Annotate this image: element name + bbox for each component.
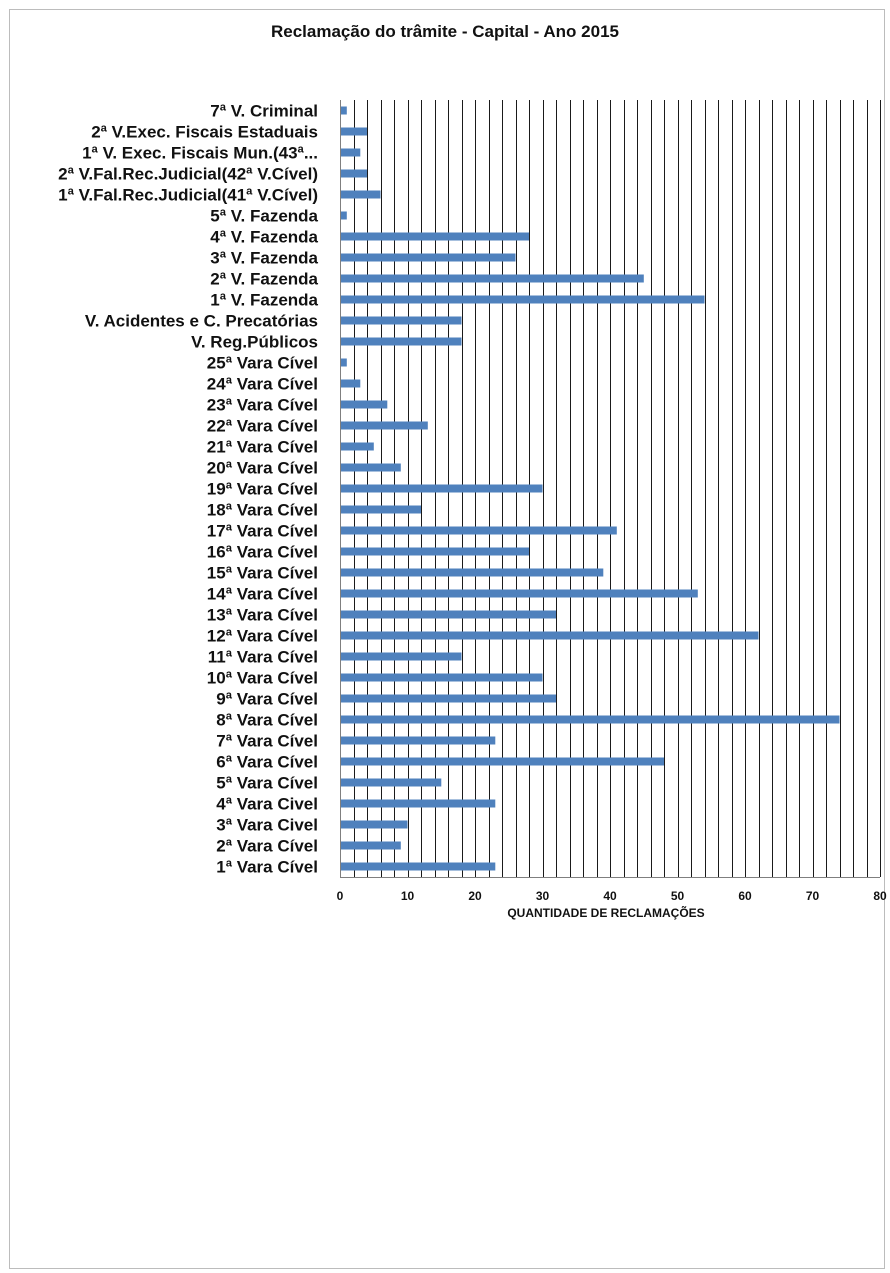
x-tick-label: 80 <box>873 889 887 903</box>
category-label: 6ª Vara Cível <box>216 753 318 772</box>
x-tick-label: 50 <box>671 889 685 903</box>
category-label: 10ª Vara Cível <box>207 669 318 688</box>
category-labels: 7ª V. Criminal 2ª V.Exec. Fiscais Estadua… <box>58 102 318 877</box>
bar <box>341 337 462 346</box>
bar <box>341 736 496 745</box>
bar <box>341 169 367 178</box>
bar <box>341 484 543 493</box>
bar <box>341 442 374 451</box>
bar <box>341 148 361 157</box>
bar <box>341 232 529 241</box>
bar <box>341 631 759 640</box>
bar <box>341 589 698 598</box>
category-label: 18ª Vara Cível <box>207 501 318 520</box>
bar <box>341 715 840 724</box>
bar <box>341 652 462 661</box>
bar <box>341 526 617 535</box>
bar <box>341 190 381 199</box>
category-label: 8ª Vara Cível <box>216 711 318 730</box>
category-label: 1ª Vara Cível <box>216 858 318 877</box>
category-label: 1ª V. Fazenda <box>210 291 318 310</box>
category-label: 20ª Vara Cível <box>207 459 318 478</box>
bar <box>341 568 604 577</box>
category-label: 5ª V. Fazenda <box>210 207 318 226</box>
category-label: 12ª Vara Cível <box>207 627 318 646</box>
bar <box>341 673 543 682</box>
bar <box>341 253 516 262</box>
x-axis-title: QUANTIDADE DE RECLAMAÇÕES <box>507 905 704 920</box>
category-label: 17ª Vara Cível <box>207 522 318 541</box>
category-label: 2ª Vara Cível <box>216 837 318 856</box>
bar <box>341 505 421 514</box>
bar <box>341 547 529 556</box>
category-label: 22ª Vara Cível <box>207 417 318 436</box>
x-tick-labels: 0 10 20 30 40 50 60 70 80 <box>337 889 887 903</box>
category-label: 2ª V. Fazenda <box>210 270 318 289</box>
category-label: 21ª Vara Cível <box>207 438 318 457</box>
category-label: 3ª V. Fazenda <box>210 249 318 268</box>
category-label: V. Reg.Públicos <box>191 333 318 352</box>
category-label: 9ª Vara Cível <box>216 690 318 709</box>
category-label: 15ª Vara Cível <box>207 564 318 583</box>
bar <box>341 841 401 850</box>
category-label: V. Acidentes e C. Precatórias <box>85 312 318 331</box>
bar <box>341 358 347 367</box>
category-label: 2ª V.Exec. Fiscais Estaduais <box>91 123 318 142</box>
bar <box>341 463 401 472</box>
bar <box>341 211 347 220</box>
category-label: 13ª Vara Cível <box>207 606 318 625</box>
bar <box>341 274 644 283</box>
category-label: 25ª Vara Cível <box>207 354 318 373</box>
bar <box>341 862 496 871</box>
bar <box>341 316 462 325</box>
category-label: 14ª Vara Cível <box>207 585 318 604</box>
category-label: 7ª Vara Cível <box>216 732 318 751</box>
x-tick-label: 40 <box>603 889 617 903</box>
x-tick-label: 0 <box>337 889 344 903</box>
bar <box>341 820 408 829</box>
bar <box>341 106 347 115</box>
x-tick-label: 20 <box>468 889 482 903</box>
bar <box>341 295 705 304</box>
bar <box>341 694 556 703</box>
category-label: 1ª V. Exec. Fiscais Mun.(43ª... <box>82 144 318 163</box>
category-label: 4ª Vara Civel <box>216 795 318 814</box>
category-label: 3ª Vara Civel <box>216 816 318 835</box>
x-tick-label: 30 <box>536 889 550 903</box>
category-label: 16ª Vara Cível <box>207 543 318 562</box>
category-label: 5ª Vara Cível <box>216 774 318 793</box>
x-tick-label: 70 <box>806 889 820 903</box>
bar <box>341 127 367 136</box>
category-label: 2ª V.Fal.Rec.Judicial(42ª V.Cível) <box>58 165 318 184</box>
category-label: 23ª Vara Cível <box>207 396 318 415</box>
category-label: 19ª Vara Cível <box>207 480 318 499</box>
bar <box>341 421 428 430</box>
bar <box>341 379 361 388</box>
category-label: 7ª V. Criminal <box>210 102 318 121</box>
bar <box>341 400 388 409</box>
bar <box>341 757 664 766</box>
category-label: 1ª V.Fal.Rec.Judicial(41ª V.Cível) <box>58 186 318 205</box>
chart-title: Reclamação do trâmite - Capital - Ano 20… <box>271 22 619 41</box>
x-tick-label: 10 <box>401 889 415 903</box>
bar <box>341 799 496 808</box>
category-label: 4ª V. Fazenda <box>210 228 318 247</box>
bar <box>341 778 442 787</box>
category-label: 11ª Vara Cível <box>208 648 318 667</box>
bars <box>341 106 840 871</box>
bar <box>341 610 556 619</box>
x-tick-label: 60 <box>738 889 752 903</box>
category-label: 24ª Vara Cível <box>207 375 318 394</box>
